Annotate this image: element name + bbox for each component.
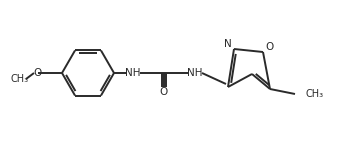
Text: O: O bbox=[265, 42, 273, 52]
Text: CH₃: CH₃ bbox=[11, 74, 29, 84]
Text: O: O bbox=[34, 68, 42, 78]
Text: CH₃: CH₃ bbox=[306, 89, 324, 99]
Text: NH: NH bbox=[125, 68, 141, 78]
Text: N: N bbox=[224, 39, 232, 49]
Text: NH: NH bbox=[187, 68, 203, 78]
Text: O: O bbox=[160, 87, 168, 97]
